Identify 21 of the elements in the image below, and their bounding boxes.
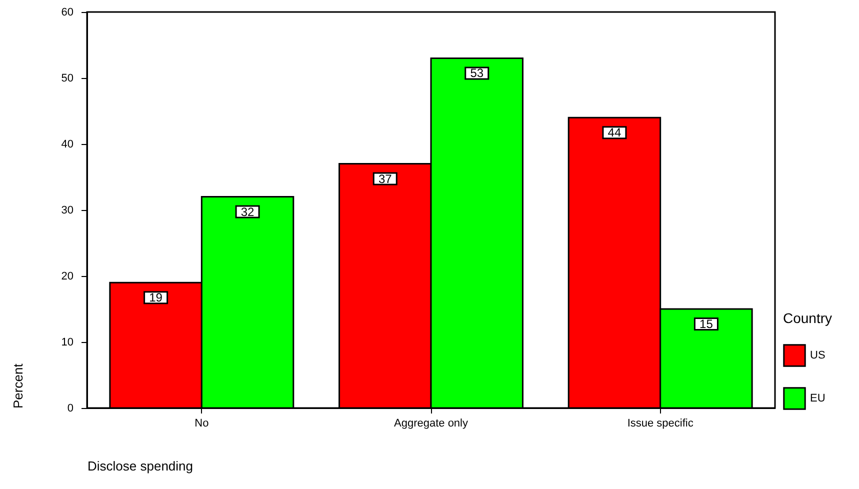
y-tick-label: 20 — [61, 270, 74, 282]
y-tick-label: 30 — [61, 204, 74, 216]
x-tick-label: Aggregate only — [394, 418, 468, 430]
data-label: 44 — [608, 126, 622, 140]
y-tick-label: 10 — [61, 336, 74, 348]
y-tick-label: 60 — [61, 6, 74, 18]
legend-title: Country — [783, 310, 832, 326]
data-label: 37 — [378, 172, 392, 186]
y-tick-label: 50 — [61, 72, 74, 84]
x-tick-label: Issue specific — [627, 418, 694, 430]
data-label: 15 — [700, 317, 714, 331]
data-label: 53 — [470, 66, 484, 80]
data-label: 32 — [240, 204, 255, 219]
y-tick-label: 40 — [61, 138, 74, 150]
legend-label: EU — [810, 392, 826, 404]
x-axis-title: Disclose spending — [88, 458, 194, 474]
y-axis-title: Percent — [10, 363, 26, 408]
legend-label: US — [810, 350, 826, 362]
x-tick-label: No — [194, 418, 209, 430]
y-tick-label: 0 — [67, 402, 74, 414]
data-label: 19 — [149, 290, 163, 305]
